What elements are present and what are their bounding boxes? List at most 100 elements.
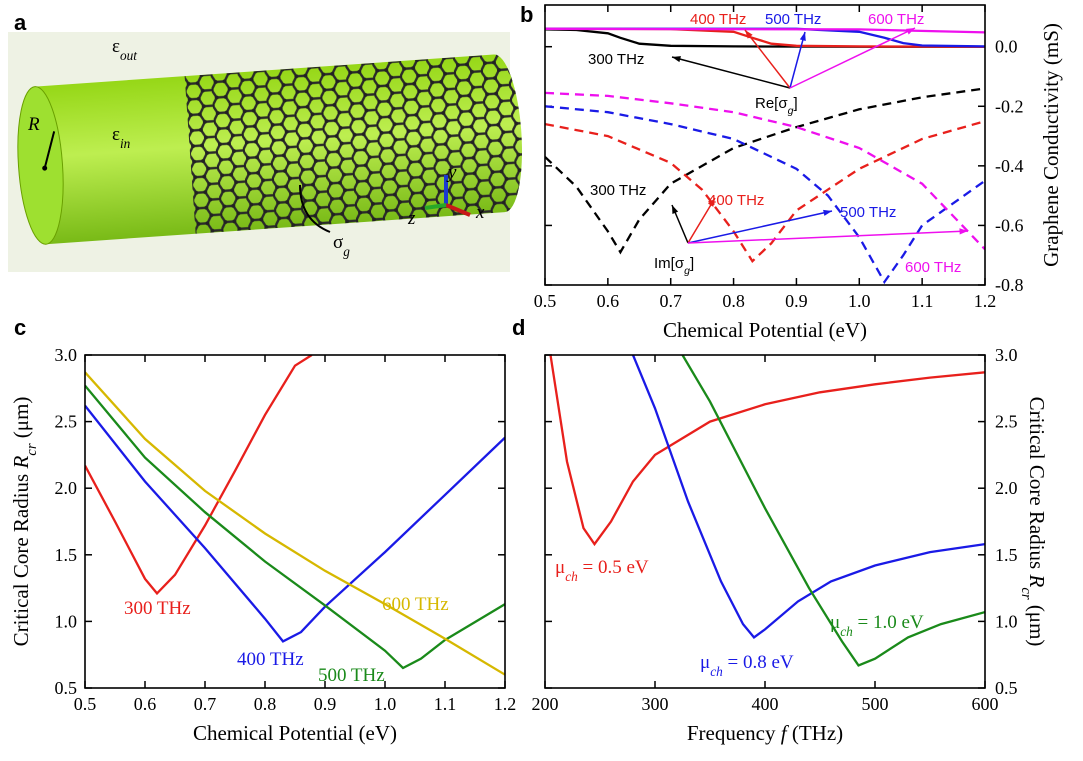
series-line <box>681 355 985 667</box>
series-label-part: = 0.5 eV <box>578 557 649 578</box>
x-tick-label: 1.1 <box>911 291 934 311</box>
y-axis-title-part: Critical Core Radius <box>9 469 33 647</box>
annotation-arrow <box>671 56 791 89</box>
annotation-arrow <box>687 230 969 244</box>
eps-out-part: out <box>120 48 137 63</box>
series-label-part: ch <box>710 664 723 679</box>
panel-label: d <box>512 315 525 340</box>
x-tick-label: 600 <box>972 694 999 714</box>
y-axis-title: Graphene Conductivity (mS) <box>1039 23 1063 267</box>
re-label-part: Re[σ <box>755 95 788 112</box>
y-axis-title-part: Critical Core Radius <box>1025 397 1049 575</box>
x-tick-label: 0.9 <box>785 291 808 311</box>
x-tick-label: 1.0 <box>374 694 397 714</box>
y-tick-label: 1.5 <box>55 545 78 565</box>
im-label-part: ] <box>690 255 694 272</box>
annotation-arrow <box>789 27 916 89</box>
x-axis-title-part: f <box>781 721 790 745</box>
sigma-label: σg <box>333 232 350 259</box>
panel-label: a <box>14 10 27 35</box>
y-tick-label: 0.5 <box>995 678 1018 698</box>
series-label-part: ch <box>565 569 578 584</box>
y-tick-label: -0.4 <box>995 156 1024 176</box>
y-axis-title-part: Graphene Conductivity (mS) <box>1039 23 1063 267</box>
y-tick-label: 2.5 <box>55 412 78 432</box>
x-tick-label: 1.2 <box>974 291 997 311</box>
y-axis-title-part: (μm) <box>1025 600 1049 647</box>
im-label-part: g <box>684 265 690 277</box>
eps-in: εin <box>112 124 131 151</box>
arrow-head <box>708 198 715 207</box>
series-label-part: μ <box>830 612 840 633</box>
y-tick-label: 2.0 <box>55 478 78 498</box>
axis-letter: x <box>475 202 485 223</box>
panel-label: c <box>14 315 26 340</box>
annotation-arrow <box>789 31 806 89</box>
y-tick-label: 0.5 <box>55 678 78 698</box>
y-axis-title: Critical Core Radius Rcr (μm) <box>9 397 40 647</box>
eps-out: εout <box>112 36 137 63</box>
panel-label: b <box>520 2 533 27</box>
eps-in-part: in <box>120 136 131 151</box>
series-line <box>545 27 985 34</box>
annotation-arrow <box>744 29 791 89</box>
radius-label: R <box>27 114 40 135</box>
series-label-part: μ <box>555 557 565 578</box>
y-tick-label: 1.0 <box>995 611 1018 631</box>
x-tick-label: 0.7 <box>194 694 217 714</box>
series-label: 500 THz <box>318 665 385 686</box>
y-tick-label: 1.0 <box>55 611 78 631</box>
x-tick-label: 0.8 <box>722 291 745 311</box>
x-tick-label: 1.1 <box>434 694 457 714</box>
arrow-head <box>672 205 679 214</box>
series-line <box>545 120 985 263</box>
series-line <box>545 91 985 251</box>
x-tick-label: 400 <box>752 694 779 714</box>
eps-in-part: ε <box>112 124 120 145</box>
series-label-part: μ <box>700 652 710 673</box>
plot-frame <box>84 354 506 689</box>
x-axis-title: Chemical Potential (eV) <box>193 721 397 745</box>
arrow-head <box>959 228 968 235</box>
x-tick-label: 0.6 <box>597 291 620 311</box>
y-axis-title-part: R <box>9 456 33 470</box>
x-axis-title-part: (THz) <box>787 721 844 745</box>
y-tick-label: 1.5 <box>995 545 1018 565</box>
y-axis-title-part: cr <box>1018 587 1034 600</box>
arrow-head <box>672 56 681 63</box>
series-line <box>85 371 505 676</box>
plot-frame <box>544 4 986 286</box>
x-tick-label: 1.0 <box>848 291 871 311</box>
re-label: Re[σg] <box>755 95 798 117</box>
y-axis-title-part: R <box>1025 573 1049 587</box>
arrow-head <box>799 32 806 41</box>
series-label-part: = 1.0 eV <box>853 612 924 633</box>
x-tick-label: 0.7 <box>659 291 682 311</box>
axis-letter: y <box>446 162 457 183</box>
illustration <box>8 32 527 272</box>
x-tick-label: 0.9 <box>314 694 337 714</box>
series-line <box>631 355 985 639</box>
series-line <box>85 404 505 643</box>
series-line <box>85 384 505 670</box>
axes-triad <box>424 175 471 217</box>
series-label: 300 THz <box>588 51 644 68</box>
series-label-part: ch <box>840 624 853 639</box>
series-label-part: = 0.8 eV <box>723 652 794 673</box>
x-tick-label: 0.5 <box>74 694 97 714</box>
x-tick-label: 0.8 <box>254 694 277 714</box>
x-tick-label: 200 <box>532 694 559 714</box>
series-label: 400 THz <box>237 649 304 670</box>
y-tick-label: -0.2 <box>995 96 1024 116</box>
sigma-label-part: g <box>343 244 350 259</box>
axis-letter: z <box>407 208 416 229</box>
annotation-arrow <box>687 197 716 244</box>
y-tick-label: 0.0 <box>995 37 1018 57</box>
annotation-arrow <box>687 210 833 244</box>
series-label: 500 THz <box>840 204 896 221</box>
series-line <box>549 355 985 547</box>
im-label-part: Im[σ <box>654 255 685 272</box>
x-tick-label: 0.5 <box>534 291 557 311</box>
series-label: μch = 1.0 eV <box>830 612 924 639</box>
series-label: μch = 0.8 eV <box>700 652 794 679</box>
